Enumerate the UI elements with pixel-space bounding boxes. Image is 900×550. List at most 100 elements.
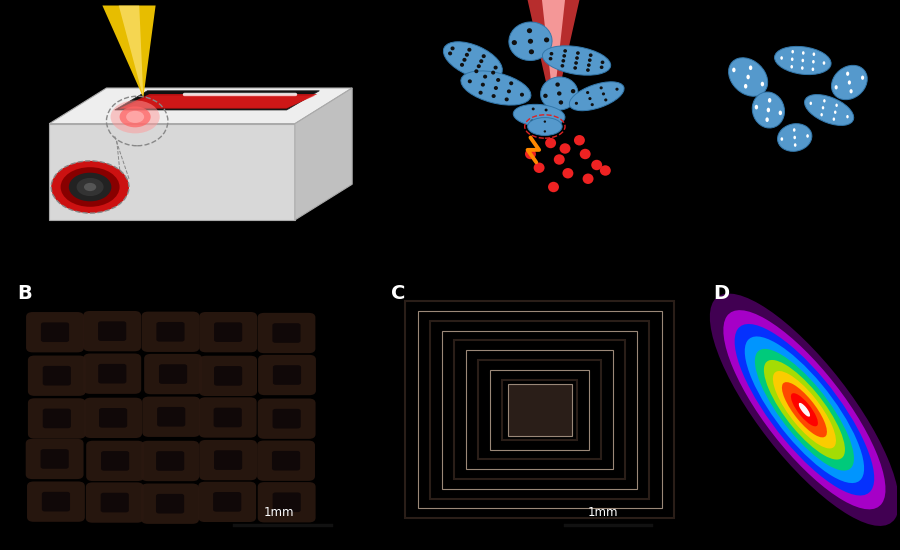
FancyBboxPatch shape xyxy=(156,451,184,471)
FancyBboxPatch shape xyxy=(83,311,141,351)
Circle shape xyxy=(548,182,559,192)
Circle shape xyxy=(591,160,602,170)
FancyBboxPatch shape xyxy=(213,408,242,427)
Circle shape xyxy=(126,111,144,123)
Circle shape xyxy=(821,113,823,117)
Bar xyxy=(466,350,613,469)
FancyBboxPatch shape xyxy=(273,365,302,385)
Polygon shape xyxy=(542,0,565,104)
Polygon shape xyxy=(122,96,315,108)
Ellipse shape xyxy=(729,58,768,96)
Circle shape xyxy=(794,143,796,147)
FancyBboxPatch shape xyxy=(40,449,68,469)
Circle shape xyxy=(823,61,825,65)
Polygon shape xyxy=(527,0,580,116)
Circle shape xyxy=(526,28,532,33)
Ellipse shape xyxy=(710,294,899,526)
Circle shape xyxy=(767,108,770,112)
Circle shape xyxy=(571,89,575,94)
Ellipse shape xyxy=(832,65,868,100)
Circle shape xyxy=(590,103,594,106)
Circle shape xyxy=(575,56,579,60)
FancyBboxPatch shape xyxy=(214,322,242,342)
Circle shape xyxy=(824,99,825,102)
Circle shape xyxy=(600,60,605,64)
FancyBboxPatch shape xyxy=(86,441,144,481)
Circle shape xyxy=(600,165,611,176)
Polygon shape xyxy=(50,124,295,220)
Circle shape xyxy=(746,75,750,79)
FancyBboxPatch shape xyxy=(198,482,256,522)
Circle shape xyxy=(481,82,485,87)
Circle shape xyxy=(120,106,150,127)
Bar xyxy=(429,321,650,499)
Circle shape xyxy=(588,58,591,62)
Bar xyxy=(502,379,577,440)
FancyBboxPatch shape xyxy=(84,354,141,394)
Circle shape xyxy=(589,53,592,57)
Ellipse shape xyxy=(508,22,552,61)
Text: B: B xyxy=(17,284,32,302)
Circle shape xyxy=(802,51,805,55)
Circle shape xyxy=(527,39,533,44)
FancyBboxPatch shape xyxy=(158,407,185,427)
Circle shape xyxy=(483,75,487,79)
Polygon shape xyxy=(103,6,156,98)
Circle shape xyxy=(791,57,794,61)
Bar xyxy=(454,340,626,479)
FancyBboxPatch shape xyxy=(159,364,187,384)
Circle shape xyxy=(616,87,618,91)
Circle shape xyxy=(801,66,804,70)
Text: C: C xyxy=(391,284,405,302)
FancyBboxPatch shape xyxy=(142,397,200,437)
Circle shape xyxy=(465,53,469,57)
Circle shape xyxy=(778,111,782,115)
FancyBboxPatch shape xyxy=(101,493,129,513)
FancyBboxPatch shape xyxy=(28,398,86,438)
Circle shape xyxy=(555,82,560,87)
Ellipse shape xyxy=(527,118,562,135)
FancyBboxPatch shape xyxy=(214,366,242,386)
Circle shape xyxy=(463,58,466,62)
Circle shape xyxy=(846,115,849,118)
Circle shape xyxy=(576,51,580,55)
Circle shape xyxy=(509,81,513,85)
FancyBboxPatch shape xyxy=(257,313,315,353)
Circle shape xyxy=(477,64,481,68)
Circle shape xyxy=(765,117,769,122)
Circle shape xyxy=(832,118,835,121)
FancyBboxPatch shape xyxy=(141,483,199,524)
Circle shape xyxy=(479,91,482,95)
FancyBboxPatch shape xyxy=(257,441,315,481)
FancyBboxPatch shape xyxy=(98,364,126,383)
Ellipse shape xyxy=(778,124,812,151)
Bar xyxy=(491,370,589,449)
Polygon shape xyxy=(119,6,143,98)
FancyBboxPatch shape xyxy=(141,441,199,481)
Circle shape xyxy=(580,148,590,159)
Circle shape xyxy=(791,50,794,53)
Ellipse shape xyxy=(741,331,868,489)
FancyBboxPatch shape xyxy=(28,355,86,396)
FancyBboxPatch shape xyxy=(26,439,84,479)
FancyBboxPatch shape xyxy=(272,451,300,470)
Circle shape xyxy=(586,68,590,72)
Ellipse shape xyxy=(805,95,854,125)
Ellipse shape xyxy=(461,71,531,105)
Polygon shape xyxy=(50,88,352,124)
Circle shape xyxy=(482,54,486,58)
Ellipse shape xyxy=(734,324,874,496)
Circle shape xyxy=(448,52,452,56)
Circle shape xyxy=(544,37,549,42)
FancyBboxPatch shape xyxy=(258,355,316,395)
Circle shape xyxy=(550,52,554,56)
Circle shape xyxy=(496,78,500,82)
Circle shape xyxy=(474,69,479,73)
Circle shape xyxy=(574,135,585,146)
Polygon shape xyxy=(119,94,318,109)
Circle shape xyxy=(493,65,498,69)
Circle shape xyxy=(790,65,793,69)
FancyBboxPatch shape xyxy=(42,492,70,512)
Circle shape xyxy=(491,94,496,98)
Circle shape xyxy=(494,86,498,90)
